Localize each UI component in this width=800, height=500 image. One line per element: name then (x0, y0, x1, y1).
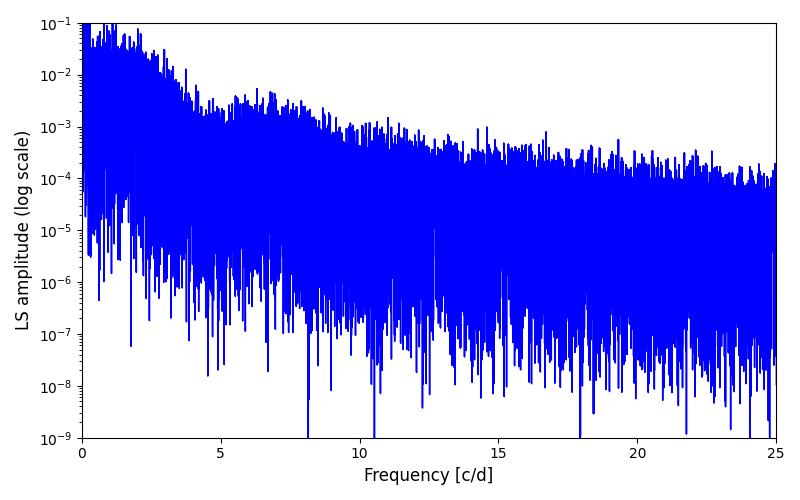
X-axis label: Frequency [c/d]: Frequency [c/d] (364, 467, 494, 485)
Y-axis label: LS amplitude (log scale): LS amplitude (log scale) (15, 130, 33, 330)
